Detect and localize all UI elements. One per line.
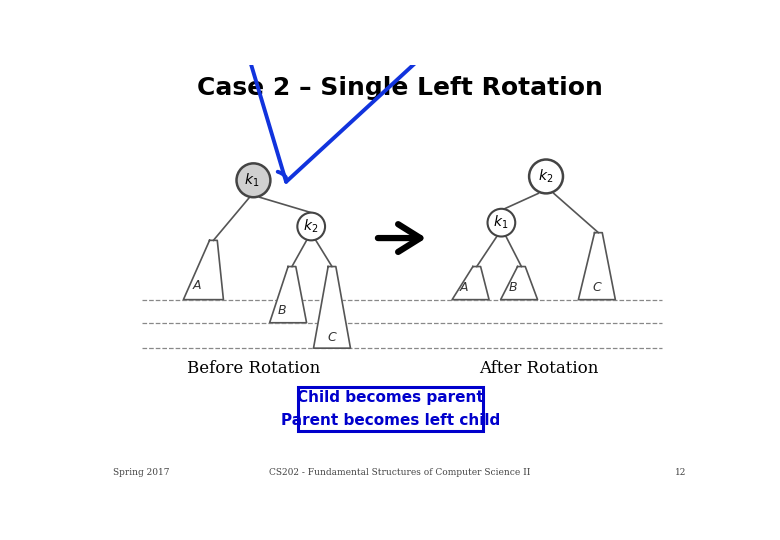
Polygon shape [314,267,350,348]
Text: $C$: $C$ [327,331,337,344]
Polygon shape [501,267,537,300]
Text: 12: 12 [675,468,686,477]
Circle shape [297,213,325,240]
Text: $k_2$: $k_2$ [303,218,318,235]
Text: $k_1$: $k_1$ [493,214,509,231]
Circle shape [488,209,516,237]
Text: $B$: $B$ [508,281,518,294]
Text: $A$: $A$ [192,279,203,292]
Bar [298,387,483,431]
Text: Case 2 – Single Left Rotation: Case 2 – Single Left Rotation [197,76,603,100]
FancyArrowPatch shape [378,224,420,252]
Text: After Rotation: After Rotation [479,361,598,377]
Text: $B$: $B$ [277,304,287,317]
Polygon shape [183,240,223,300]
Text: $A$: $A$ [459,281,470,294]
Text: Before Rotation: Before Rotation [187,361,320,377]
Polygon shape [452,267,489,300]
Text: Child becomes parent
Parent becomes left child: Child becomes parent Parent becomes left… [281,390,500,428]
Polygon shape [270,267,307,323]
Text: $k_1$: $k_1$ [244,172,260,189]
FancyArrowPatch shape [234,6,421,182]
Text: CS202 - Fundamental Structures of Computer Science II: CS202 - Fundamental Structures of Comput… [269,468,530,477]
Text: $C$: $C$ [591,281,602,294]
Circle shape [529,159,563,193]
Text: Spring 2017: Spring 2017 [113,468,170,477]
Text: $k_2$: $k_2$ [537,168,553,185]
Polygon shape [579,233,615,300]
Circle shape [236,164,271,197]
